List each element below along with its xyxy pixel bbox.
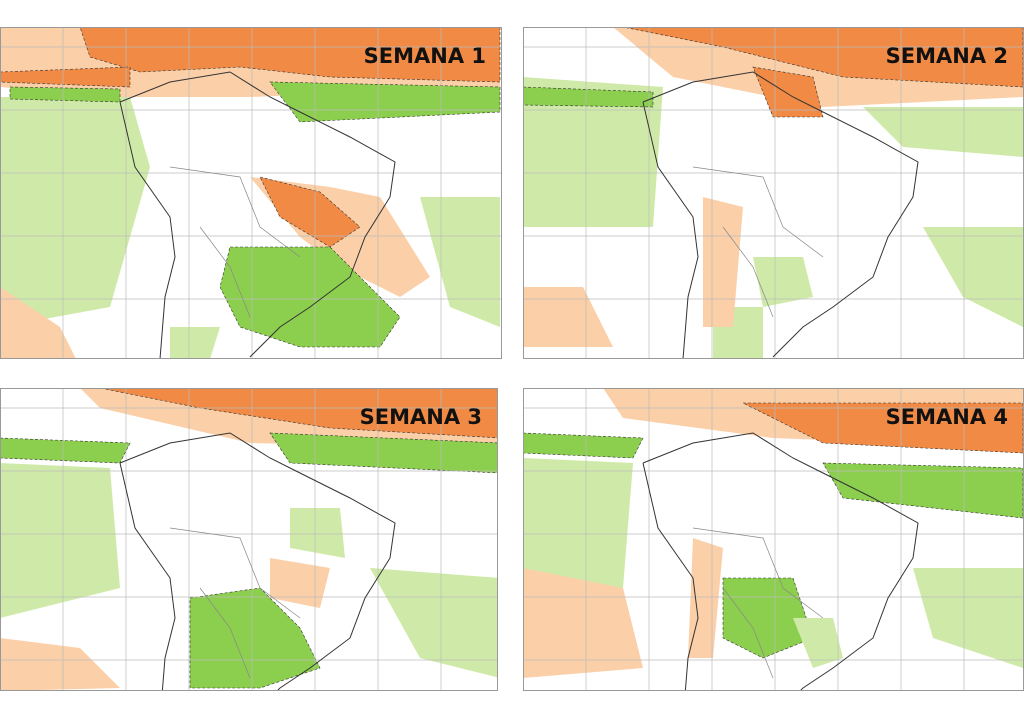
map-panel: SEMANA 4	[523, 388, 1024, 691]
anomaly-area	[688, 538, 723, 658]
borders	[692, 527, 824, 679]
anomaly-area	[523, 287, 613, 347]
panel-label: SEMANA 4	[886, 405, 1008, 429]
anomaly-area	[793, 618, 843, 668]
map-panel: SEMANA 1	[0, 27, 502, 359]
borders	[169, 166, 301, 318]
coastline	[642, 71, 919, 359]
anomaly-area	[913, 568, 1023, 668]
borders	[169, 527, 301, 679]
panel-label: SEMANA 3	[360, 405, 482, 429]
anomaly-area	[753, 257, 813, 307]
anomaly-area	[0, 463, 120, 618]
anomaly-area	[219, 246, 401, 348]
anomaly-area	[290, 508, 345, 558]
anomaly-area	[79, 27, 501, 83]
anomaly-area	[0, 97, 150, 327]
panel-label: SEMANA 2	[886, 44, 1008, 68]
anomaly-area	[752, 66, 824, 118]
anomaly-area	[863, 107, 1023, 157]
anomaly-area	[523, 432, 644, 459]
coastline	[119, 432, 396, 691]
anomaly-area	[0, 66, 131, 88]
anomaly-area	[523, 568, 643, 678]
anomaly-area	[9, 86, 121, 103]
coastline	[119, 71, 396, 359]
panel-frame	[0, 27, 502, 359]
map-panel: SEMANA 3	[0, 388, 498, 691]
anomaly-area	[269, 81, 501, 123]
anomaly-area	[722, 577, 814, 659]
borders	[692, 166, 824, 318]
anomaly-area	[259, 176, 361, 248]
anomaly-area	[0, 287, 76, 359]
anomaly-area	[370, 568, 498, 678]
anomaly-area	[170, 327, 220, 359]
anomaly-area	[523, 77, 663, 227]
anomaly-area	[523, 458, 633, 588]
anomaly-area	[99, 388, 498, 439]
coastline	[642, 432, 919, 691]
anomaly-area	[703, 197, 743, 327]
map-panel: SEMANA 2	[523, 27, 1024, 359]
anomaly-area	[923, 227, 1023, 327]
anomaly-area	[0, 638, 120, 691]
anomaly-area	[420, 197, 500, 327]
anomaly-area	[523, 86, 654, 108]
panel-label: SEMANA 1	[364, 44, 486, 68]
panel-frame	[0, 388, 498, 691]
anomaly-area	[622, 27, 1024, 88]
